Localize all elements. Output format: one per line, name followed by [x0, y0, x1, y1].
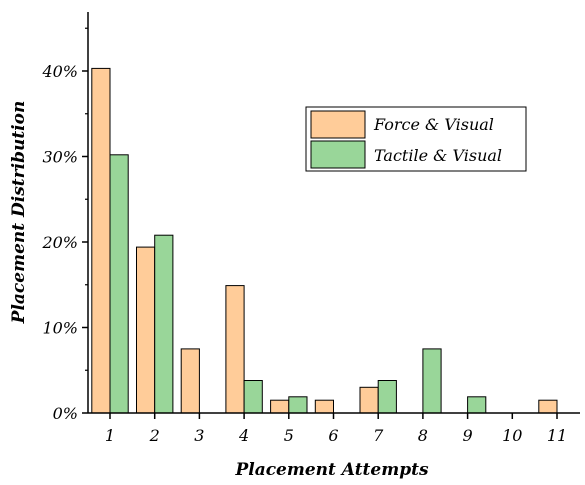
x-tick-label: 10	[502, 426, 522, 445]
bar-tactile-visual-9	[467, 396, 487, 414]
x-tick-label: 7	[373, 426, 384, 445]
y-tick-label: 10%	[42, 318, 78, 337]
y-tick-label: 0%	[53, 404, 78, 423]
bar-tactile-visual-5	[288, 396, 308, 414]
x-tick-label: 4	[238, 426, 249, 445]
bar-force-visual-7	[359, 386, 379, 414]
bar-force-visual-1	[91, 67, 111, 414]
x-tick-label: 8	[418, 426, 428, 445]
legend-swatch-force-visual	[310, 110, 366, 139]
y-axis-title: Placement Distribution	[9, 101, 29, 325]
x-axis-title: Placement Attempts	[234, 460, 428, 480]
bar-force-visual-6	[314, 399, 334, 414]
y-tick-label: 20%	[41, 233, 78, 252]
bar-force-visual-4	[225, 285, 245, 414]
bar-force-visual-5	[270, 399, 290, 414]
y-ticks-group: 0% 10% 20% 30% 40%	[41, 27, 88, 423]
y-tick-label: 30%	[42, 147, 78, 166]
x-tick-label: 9	[463, 426, 473, 445]
bar-tactile-visual-1	[109, 154, 129, 414]
bar-tactile-visual-8	[422, 348, 442, 414]
x-tick-label: 1	[105, 426, 115, 445]
legend-label-force-visual: Force & Visual	[373, 115, 494, 134]
bar-force-visual-2	[136, 246, 156, 414]
legend-swatch-tactile-visual	[310, 140, 366, 169]
x-tick-label: 2	[149, 426, 160, 445]
x-ticks-group: 1 2 3 4 5 6 7 8 9 10 11	[105, 413, 567, 445]
bar-tactile-visual-2	[154, 234, 174, 414]
bar-tactile-visual-4	[243, 380, 263, 414]
bar-tactile-visual-7	[377, 380, 397, 414]
x-tick-label: 5	[284, 426, 294, 445]
legend-label-tactile-visual: Tactile & Visual	[374, 146, 502, 165]
bars-group	[91, 67, 558, 414]
bar-force-visual-3	[180, 348, 200, 414]
x-tick-label: 6	[328, 426, 338, 445]
x-tick-label: 11	[547, 426, 567, 445]
y-tick-label: 40%	[41, 62, 78, 81]
legend: Force & Visual Tactile & Visual	[305, 106, 527, 172]
bar-force-visual-11	[538, 399, 558, 414]
x-tick-label: 3	[194, 426, 204, 445]
